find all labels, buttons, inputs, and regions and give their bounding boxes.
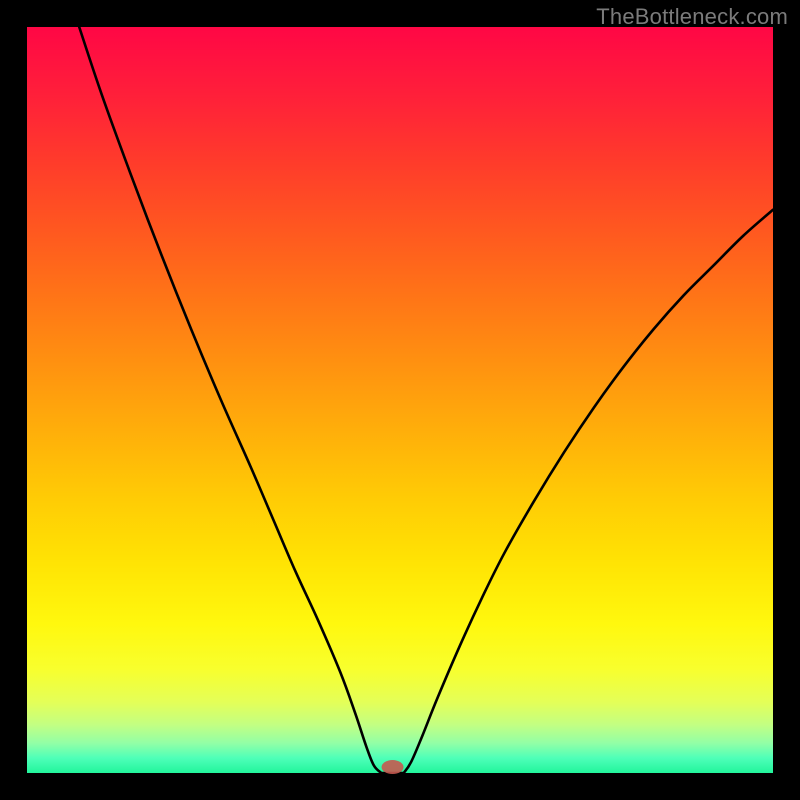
optimal-point-marker [382,760,404,774]
bottleneck-chart [0,0,800,800]
plot-background [27,27,773,773]
chart-container: TheBottleneck.com [0,0,800,800]
watermark-text: TheBottleneck.com [596,4,788,30]
